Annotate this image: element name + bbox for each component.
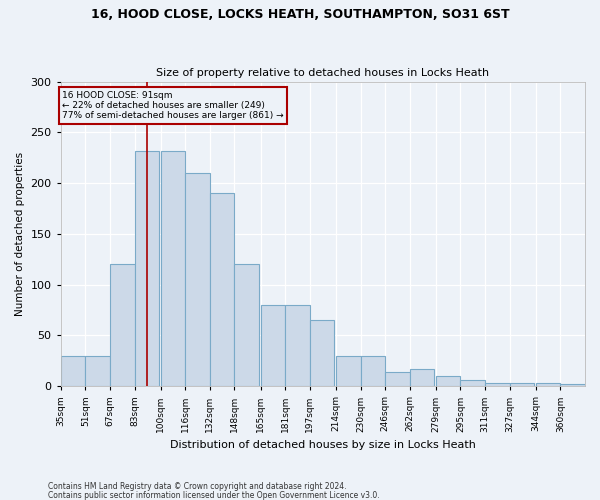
Bar (536, 383, 560, 386)
Text: 16 HOOD CLOSE: 91sqm
← 22% of detached houses are smaller (249)
77% of semi-deta: 16 HOOD CLOSE: 91sqm ← 22% of detached h… (62, 90, 284, 120)
Bar (161, 150, 185, 386)
Title: Size of property relative to detached houses in Locks Heath: Size of property relative to detached ho… (156, 68, 490, 78)
Bar (260, 305, 285, 386)
Bar (361, 356, 385, 386)
Text: Contains public sector information licensed under the Open Government Licence v3: Contains public sector information licen… (48, 490, 380, 500)
Bar (85, 356, 110, 386)
Y-axis label: Number of detached properties: Number of detached properties (15, 152, 25, 316)
Bar (235, 264, 259, 386)
X-axis label: Distribution of detached houses by size in Locks Heath: Distribution of detached houses by size … (170, 440, 476, 450)
Bar (134, 150, 159, 386)
Bar (185, 173, 210, 386)
Bar (436, 376, 460, 386)
Text: Contains HM Land Registry data © Crown copyright and database right 2024.: Contains HM Land Registry data © Crown c… (48, 482, 347, 491)
Bar (509, 383, 534, 386)
Bar (410, 369, 434, 386)
Bar (385, 372, 410, 386)
Bar (460, 380, 485, 386)
Bar (285, 305, 310, 386)
Bar (336, 356, 361, 386)
Bar (485, 383, 509, 386)
Bar (310, 320, 334, 386)
Text: 16, HOOD CLOSE, LOCKS HEATH, SOUTHAMPTON, SO31 6ST: 16, HOOD CLOSE, LOCKS HEATH, SOUTHAMPTON… (91, 8, 509, 20)
Bar (61, 356, 85, 386)
Bar (560, 384, 585, 386)
Bar (210, 194, 235, 386)
Bar (110, 264, 134, 386)
